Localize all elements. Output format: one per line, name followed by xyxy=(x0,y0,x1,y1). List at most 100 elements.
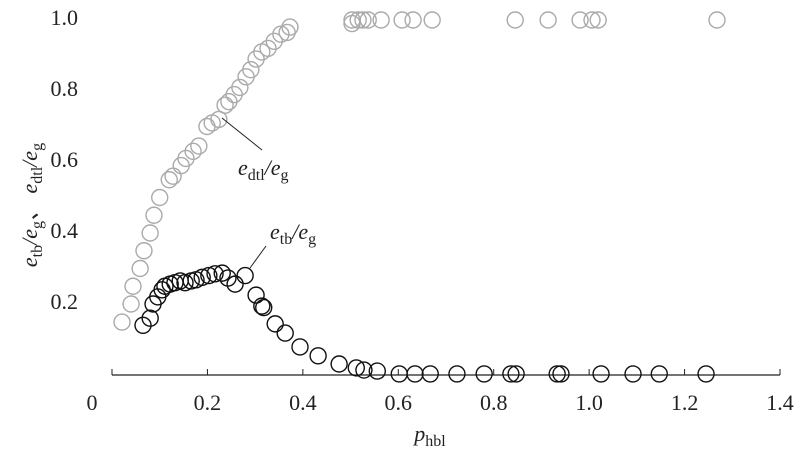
point xyxy=(151,188,169,207)
point xyxy=(135,242,153,260)
point xyxy=(236,266,254,285)
y-tick-label: 1.0 xyxy=(51,5,79,30)
point xyxy=(266,315,284,333)
x-tick-label: 0.8 xyxy=(480,390,508,415)
point xyxy=(423,11,441,29)
y-axis-label-sub: g xyxy=(29,221,46,229)
point xyxy=(216,96,234,114)
point xyxy=(592,365,610,383)
point xyxy=(210,110,228,129)
series-label-part: e xyxy=(238,155,248,180)
point xyxy=(184,142,202,161)
point xyxy=(571,11,589,29)
series-label-sub: dtl xyxy=(248,167,265,184)
point xyxy=(650,365,668,383)
point xyxy=(281,18,299,36)
point xyxy=(343,14,361,33)
x-axis-label-part: p xyxy=(412,421,425,446)
point xyxy=(347,359,365,377)
leader-line xyxy=(249,245,267,269)
point xyxy=(225,85,243,104)
point xyxy=(475,365,493,383)
point xyxy=(583,11,601,29)
point xyxy=(552,365,570,383)
point xyxy=(231,78,249,97)
x-axis-label: phbl xyxy=(412,421,446,450)
y-axis-label-sub: g xyxy=(29,143,46,151)
point xyxy=(177,149,195,168)
point xyxy=(291,338,309,356)
point xyxy=(145,206,163,224)
y-tick-label: 0.6 xyxy=(51,147,79,172)
x-tick-label: 0 xyxy=(87,390,98,415)
y-tick-label: 0.4 xyxy=(51,218,79,243)
y-axis-label-sub: dtl xyxy=(29,166,46,183)
leader-line xyxy=(221,117,263,151)
series-label: edtl/eg xyxy=(238,155,289,184)
series-label: etb/eg xyxy=(270,219,316,248)
point xyxy=(124,277,142,295)
y-axis-label-part: e xyxy=(17,257,42,267)
point xyxy=(253,297,271,315)
point xyxy=(624,365,642,383)
point xyxy=(448,365,466,383)
point xyxy=(506,11,524,29)
point xyxy=(200,266,218,285)
point xyxy=(176,274,194,292)
point xyxy=(355,361,373,379)
point xyxy=(368,362,386,380)
point xyxy=(708,11,726,29)
point xyxy=(131,259,149,278)
point xyxy=(309,347,327,365)
series-label-sub: tb xyxy=(280,231,292,248)
point xyxy=(164,167,182,185)
point xyxy=(390,365,408,383)
point xyxy=(272,25,290,43)
point xyxy=(193,268,211,287)
point xyxy=(330,355,348,373)
point xyxy=(190,137,208,155)
point xyxy=(141,224,159,242)
y-axis-label-part: /e xyxy=(17,151,42,169)
point xyxy=(247,286,265,304)
point xyxy=(220,92,238,111)
x-tick-label: 0.4 xyxy=(289,390,317,415)
point xyxy=(359,11,377,29)
point xyxy=(160,171,178,189)
x-axis-label-sub: hbl xyxy=(425,433,446,450)
point xyxy=(502,365,520,383)
x-tick-label: 1.2 xyxy=(671,390,699,415)
point xyxy=(393,11,411,29)
x-tick-label: 1.4 xyxy=(766,390,794,415)
point xyxy=(113,313,131,331)
series-label-sub: g xyxy=(281,167,289,184)
point xyxy=(354,11,372,29)
x-tick-label: 1.0 xyxy=(575,390,603,415)
point xyxy=(259,39,277,58)
point xyxy=(404,11,422,29)
point xyxy=(276,324,294,342)
point xyxy=(406,365,424,383)
series-label-sub: g xyxy=(308,231,316,248)
point xyxy=(421,365,439,383)
point xyxy=(255,298,273,317)
point xyxy=(134,316,152,334)
point xyxy=(539,11,557,29)
point xyxy=(141,309,159,327)
y-tick-label: 0.2 xyxy=(51,289,79,314)
point xyxy=(265,32,283,50)
y-axis-label-part: 、 e xyxy=(17,183,42,221)
point xyxy=(198,117,216,136)
point xyxy=(213,264,231,282)
point xyxy=(226,275,244,293)
point xyxy=(697,365,715,383)
x-tick-label: 0.2 xyxy=(194,390,222,415)
point xyxy=(122,295,140,313)
y-tick-label: 0.8 xyxy=(51,76,79,101)
series-label-part: /e xyxy=(263,155,281,180)
y-axis-label-sub: tb xyxy=(29,245,46,257)
point xyxy=(372,11,390,29)
series-label-part: /e xyxy=(290,219,308,244)
point xyxy=(349,11,367,29)
